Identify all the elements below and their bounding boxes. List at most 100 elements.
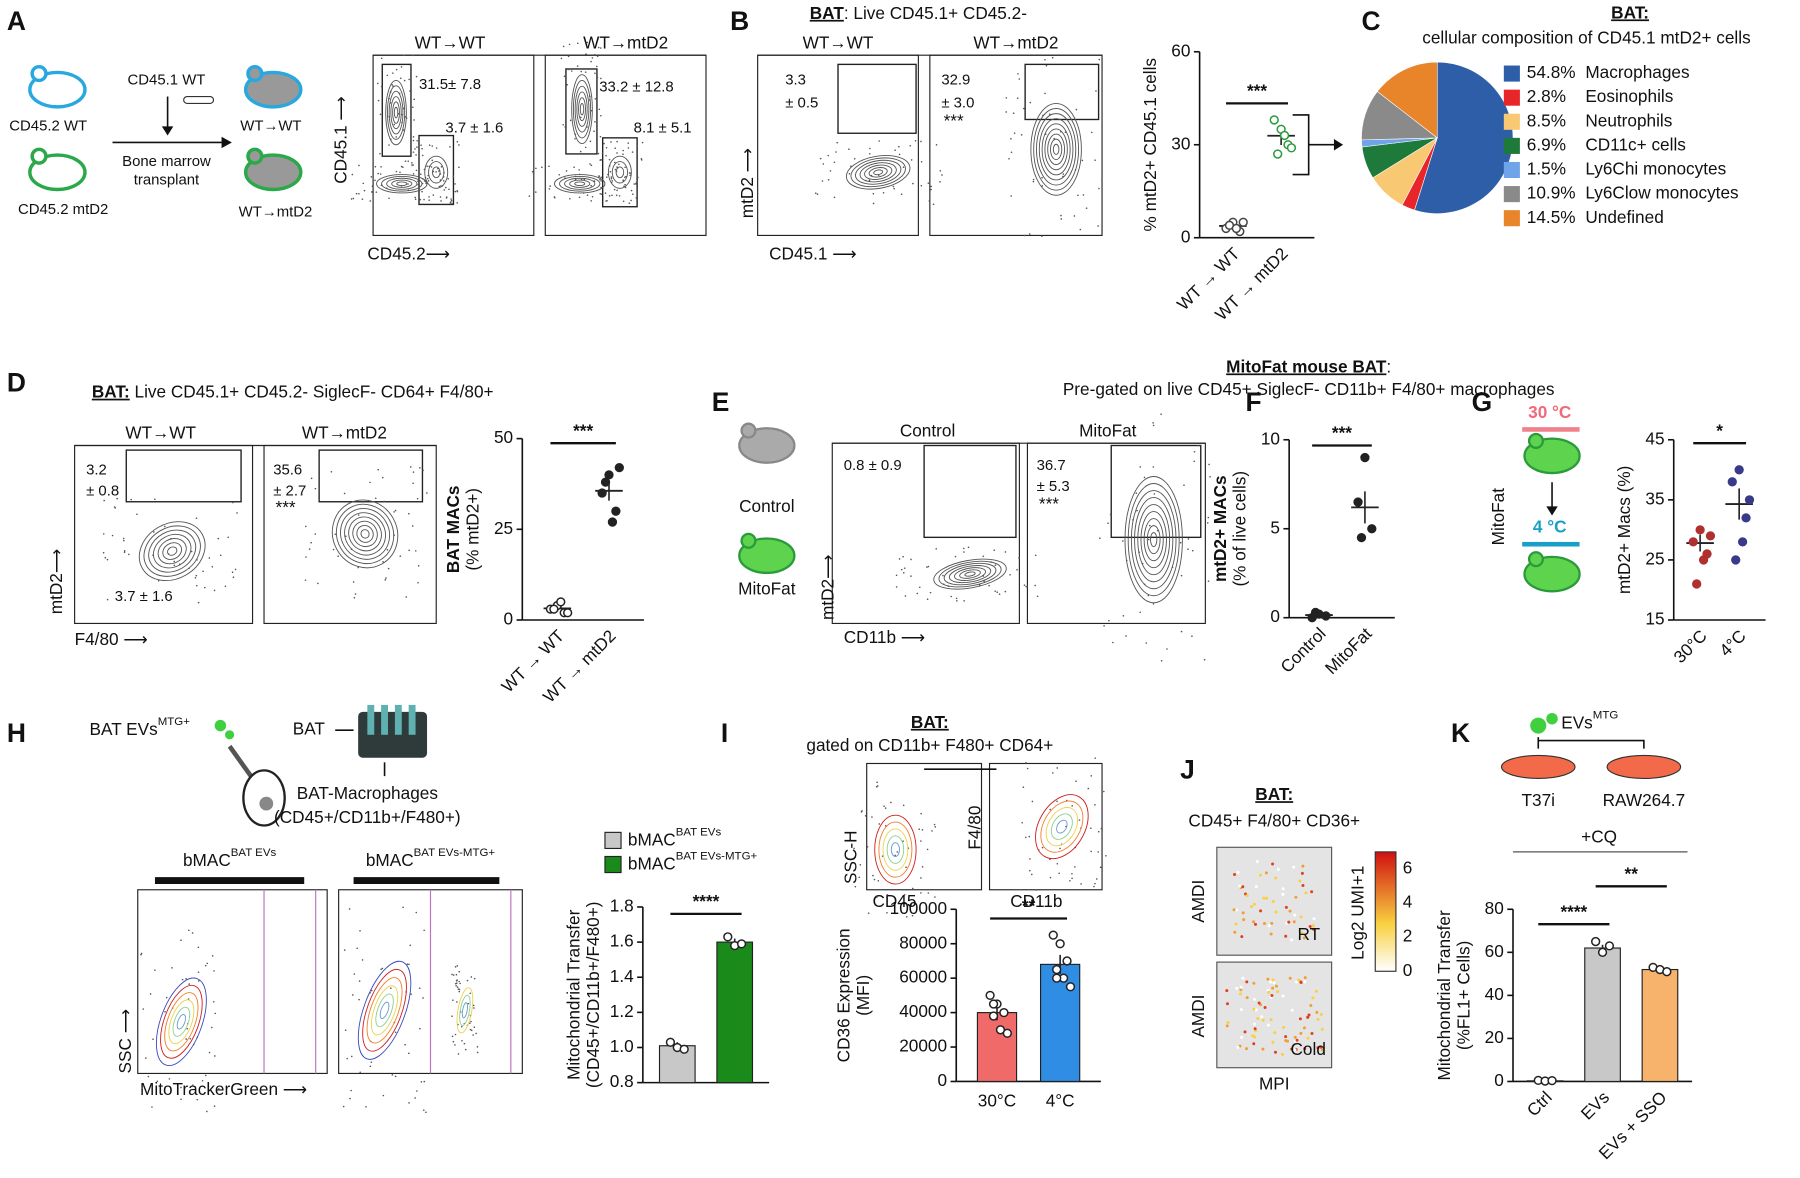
y-tick-label: 35 bbox=[1645, 488, 1664, 508]
event-dot bbox=[359, 930, 361, 932]
contour bbox=[456, 987, 474, 1034]
event-dot bbox=[822, 163, 825, 165]
event-dot bbox=[418, 987, 421, 989]
legend-swatch bbox=[1503, 137, 1520, 154]
event-dot bbox=[123, 539, 125, 542]
event-dot bbox=[214, 1055, 216, 1057]
data-point bbox=[1662, 967, 1672, 977]
event-dot bbox=[994, 564, 997, 566]
event-dot bbox=[622, 200, 625, 203]
event-dot bbox=[452, 974, 455, 976]
contour bbox=[572, 79, 592, 139]
umap-dot bbox=[1245, 996, 1249, 1000]
mouse-ear bbox=[740, 532, 757, 549]
legend-swatch bbox=[1503, 65, 1520, 82]
event-dot bbox=[304, 525, 307, 528]
event-dot bbox=[872, 192, 875, 195]
event-dot bbox=[569, 197, 571, 200]
event-dot bbox=[187, 998, 190, 1000]
event-dot bbox=[601, 152, 604, 154]
contour bbox=[348, 516, 382, 552]
event-dot bbox=[935, 144, 938, 146]
event-dot bbox=[337, 555, 339, 557]
y-tick-label: 45 bbox=[1645, 428, 1664, 448]
event-dot bbox=[369, 200, 372, 202]
umap-dot bbox=[1240, 1035, 1244, 1039]
event-dot bbox=[894, 912, 897, 915]
umap-dot bbox=[1292, 920, 1296, 924]
axis-label: MPI bbox=[1259, 1073, 1290, 1093]
event-dot bbox=[928, 200, 931, 202]
mouse-icon bbox=[243, 153, 303, 192]
mouse-ear bbox=[246, 64, 264, 83]
axis-label: mtD2⟶ bbox=[817, 554, 837, 620]
event-dot bbox=[419, 198, 422, 201]
x-tick-label: 4°C bbox=[1046, 1091, 1075, 1111]
event-dot bbox=[181, 978, 184, 981]
legend-value: 54.8% bbox=[1527, 62, 1576, 82]
sig-label: *** bbox=[1332, 423, 1352, 443]
event-dot bbox=[1026, 585, 1029, 588]
event-dot bbox=[579, 116, 582, 119]
event-dot bbox=[1085, 207, 1088, 209]
umap-dot bbox=[1312, 917, 1316, 921]
contour bbox=[850, 157, 906, 188]
umap-dot bbox=[1274, 910, 1278, 914]
dish-icon bbox=[1500, 754, 1576, 779]
event-dot bbox=[164, 525, 166, 528]
event-dot bbox=[920, 892, 922, 894]
event-dot bbox=[412, 139, 415, 142]
umap-dot bbox=[1284, 905, 1288, 909]
event-dot bbox=[881, 855, 884, 857]
event-dot bbox=[1071, 877, 1073, 880]
panel-letter: D bbox=[7, 368, 26, 398]
event-dot bbox=[435, 147, 438, 149]
event-dot bbox=[415, 911, 418, 914]
event-dot bbox=[1087, 787, 1090, 790]
y-axis-label: CD36 Expression bbox=[833, 928, 853, 1062]
event-dot bbox=[195, 517, 198, 519]
event-dot bbox=[535, 191, 537, 193]
event-dot bbox=[886, 893, 889, 896]
event-dot bbox=[1049, 876, 1052, 879]
gate bbox=[565, 68, 598, 155]
umap-dot bbox=[1320, 1048, 1324, 1052]
contour bbox=[138, 521, 206, 582]
ev-icon bbox=[1546, 712, 1558, 725]
y-tick-label: 10 bbox=[1261, 428, 1280, 448]
event-dot bbox=[456, 986, 459, 988]
event-dot bbox=[1004, 590, 1007, 593]
contour bbox=[569, 179, 591, 188]
event-dot bbox=[921, 829, 924, 831]
event-dot bbox=[234, 568, 237, 571]
contour bbox=[385, 79, 407, 146]
event-dot bbox=[377, 172, 379, 175]
event-dot bbox=[853, 157, 856, 160]
temp-bar bbox=[1522, 541, 1580, 547]
y-tick-label: 0 bbox=[937, 1070, 947, 1090]
event-dot bbox=[353, 596, 356, 599]
umap-points bbox=[1225, 859, 1324, 1056]
event-dot bbox=[351, 173, 354, 176]
x-tick-label: MitoFat bbox=[1321, 623, 1376, 678]
contour bbox=[615, 166, 625, 179]
event-dot bbox=[408, 78, 410, 81]
event-dot bbox=[380, 85, 383, 88]
event-dot bbox=[1062, 173, 1065, 175]
event-dot bbox=[455, 973, 458, 976]
data-point bbox=[1055, 939, 1065, 949]
umap-dot bbox=[1316, 1046, 1320, 1050]
event-dot bbox=[890, 801, 892, 804]
event-dot bbox=[967, 546, 970, 549]
event-dot bbox=[212, 1000, 215, 1003]
gate-label: 33.2 ± 12.8 bbox=[599, 78, 674, 95]
axis-label: MitoTrackerGreen ⟶ bbox=[140, 1079, 307, 1099]
contour bbox=[855, 159, 902, 185]
event-dot bbox=[197, 946, 200, 949]
event-dot bbox=[173, 564, 176, 567]
umap-dot bbox=[1234, 922, 1238, 926]
event-dot bbox=[910, 558, 912, 561]
event-dot bbox=[470, 1020, 472, 1023]
event-dot bbox=[411, 525, 414, 527]
umap-dot bbox=[1298, 1017, 1302, 1021]
